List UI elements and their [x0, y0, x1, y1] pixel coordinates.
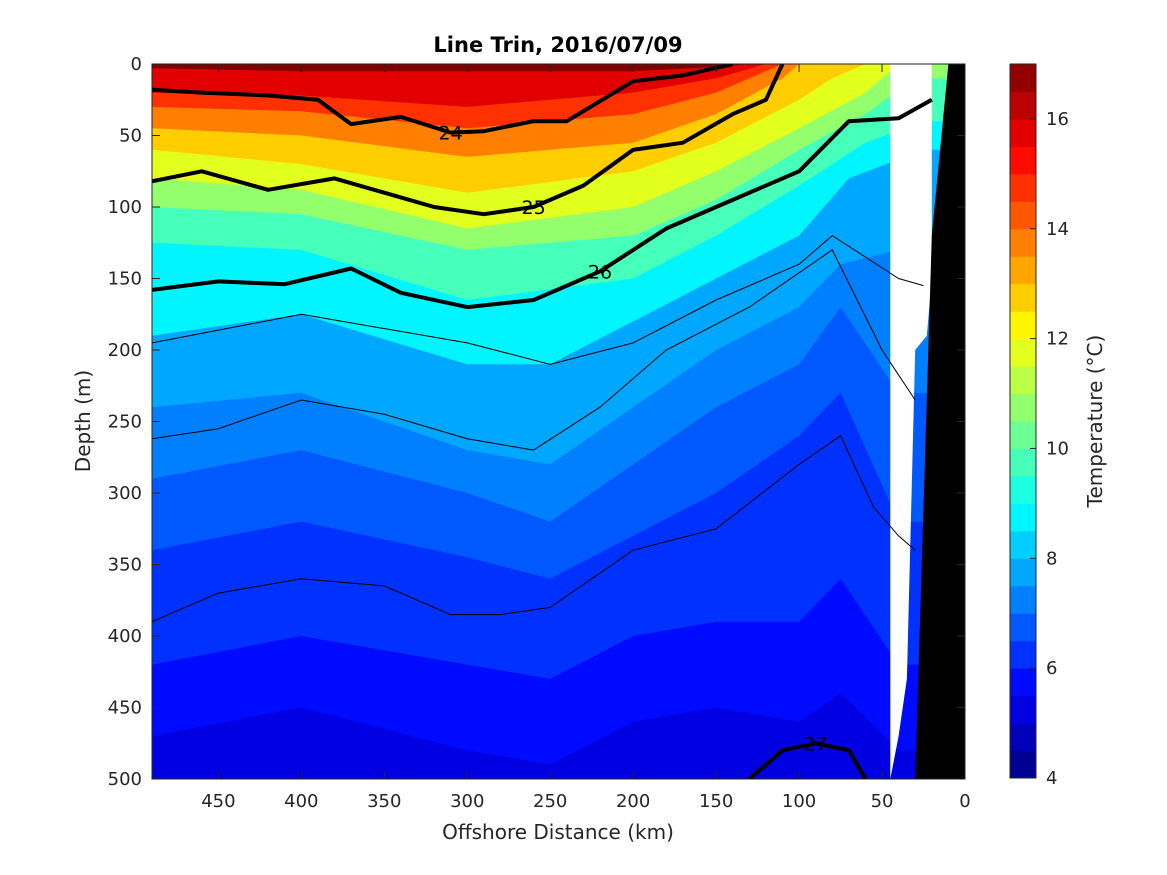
- x-tick-label: 250: [533, 791, 567, 812]
- y-tick-label: 150: [108, 269, 142, 290]
- contour-label-text: 27: [804, 733, 828, 755]
- y-tick-label: 200: [108, 340, 142, 361]
- colorbar: 4 6 8 10 12 14 16 Temperature (°C): [1009, 63, 1107, 789]
- colorbar-step: [1010, 366, 1036, 395]
- y-tick-label: 500: [108, 769, 142, 790]
- colorbar-step: [1010, 146, 1036, 175]
- contour-26: [152, 98, 933, 310]
- colorbar-tick-label: 4: [1046, 768, 1057, 789]
- contour-label-24: 24: [439, 123, 463, 145]
- colorbar-step: [1010, 475, 1036, 504]
- colorbar-step: [1010, 91, 1036, 120]
- temp-band-5-5: [152, 693, 965, 779]
- colorbar-label: Temperature (°C): [1083, 335, 1107, 509]
- colorbar-step: [1010, 668, 1036, 697]
- colorbar-step: [1010, 640, 1036, 669]
- contour-label-25: 25: [522, 197, 546, 219]
- x-tick-label: 50: [871, 791, 894, 812]
- colorbar-tick-label: 10: [1046, 438, 1069, 459]
- colorbar-step: [1010, 201, 1036, 230]
- colorbar-frame: [1009, 63, 1037, 779]
- colorbar-step: [1010, 283, 1036, 312]
- bathymetry-shelf: [915, 64, 965, 779]
- y-tick-label: 400: [108, 626, 142, 647]
- x-tick-label: 350: [367, 791, 401, 812]
- colorbar-tick-label: 16: [1046, 109, 1069, 130]
- colorbar-step: [1010, 448, 1036, 477]
- y-tick-label: 350: [108, 555, 142, 576]
- colorbar-step: [1010, 613, 1036, 642]
- contour-25: [152, 64, 785, 217]
- contour-label-27: 27: [804, 733, 828, 755]
- contour-24: [152, 64, 734, 135]
- y-tick-label: 100: [108, 197, 142, 218]
- thin-contour-3: [152, 435, 916, 623]
- contour-label-text: 24: [439, 123, 463, 145]
- x-tick-label: 300: [450, 791, 484, 812]
- colorbar-step: [1010, 503, 1036, 532]
- y-tick-label: 0: [131, 54, 142, 75]
- thin-contour-2: [152, 249, 916, 451]
- colorbar-step: [1010, 585, 1036, 614]
- plot-area: 24 25 26 27: [152, 64, 965, 779]
- coastal-overlays: [890, 64, 965, 779]
- colorbar-step: [1010, 228, 1036, 257]
- y-tick-label: 250: [108, 412, 142, 433]
- x-tick-label: 450: [201, 791, 235, 812]
- y-axis-label: Depth (m): [71, 370, 95, 472]
- colorbar-step: [1010, 750, 1036, 779]
- contour-label-text: 26: [588, 261, 612, 283]
- colorbar-step: [1010, 695, 1036, 724]
- colorbar-tick-label: 12: [1046, 329, 1069, 350]
- colorbar-step: [1010, 338, 1036, 367]
- colorbar-tick-label: 8: [1046, 548, 1057, 569]
- x-axis-label: Offshore Distance (km): [442, 820, 674, 844]
- thin-contour-1: [152, 234, 924, 365]
- colorbar-step: [1010, 421, 1036, 449]
- density-contours: 24 25 26 27: [152, 64, 933, 779]
- colorbar-step: [1010, 256, 1036, 285]
- colorbar-step: [1010, 558, 1036, 587]
- x-axis: 450 400 350 300 250 200 150 100 50 0: [201, 64, 971, 812]
- y-axis: 0 50 100 150 200 250 300 350 400 450 500: [108, 54, 965, 790]
- no-data-region: [890, 64, 932, 779]
- colorbar-tick-label: 14: [1046, 219, 1069, 240]
- colorbar-step: [1010, 64, 1036, 92]
- x-tick-label: 200: [616, 791, 650, 812]
- colorbar-step: [1010, 723, 1036, 752]
- x-tick-label: 100: [782, 791, 816, 812]
- x-tick-label: 400: [284, 791, 318, 812]
- colorbar-ticks: 4 6 8 10 12 14 16: [1010, 64, 1069, 789]
- x-tick-label: 0: [959, 791, 970, 812]
- x-tick-label: 150: [699, 791, 733, 812]
- colorbar-step: [1010, 173, 1036, 202]
- colorbar-step: [1010, 311, 1036, 340]
- colorbar-step: [1010, 118, 1036, 147]
- contour-27: [747, 741, 868, 779]
- y-tick-label: 450: [108, 698, 142, 719]
- colorbar-step: [1010, 530, 1036, 559]
- colorbar-tick-label: 6: [1046, 658, 1057, 679]
- chart-title: Line Trin, 2016/07/09: [433, 33, 682, 57]
- contour-label-text: 25: [522, 197, 546, 219]
- contour-label-26: 26: [588, 261, 612, 283]
- colorbar-step: [1010, 393, 1036, 422]
- y-tick-label: 50: [119, 126, 142, 147]
- temperature-fills: [152, 64, 965, 779]
- y-tick-label: 300: [108, 483, 142, 504]
